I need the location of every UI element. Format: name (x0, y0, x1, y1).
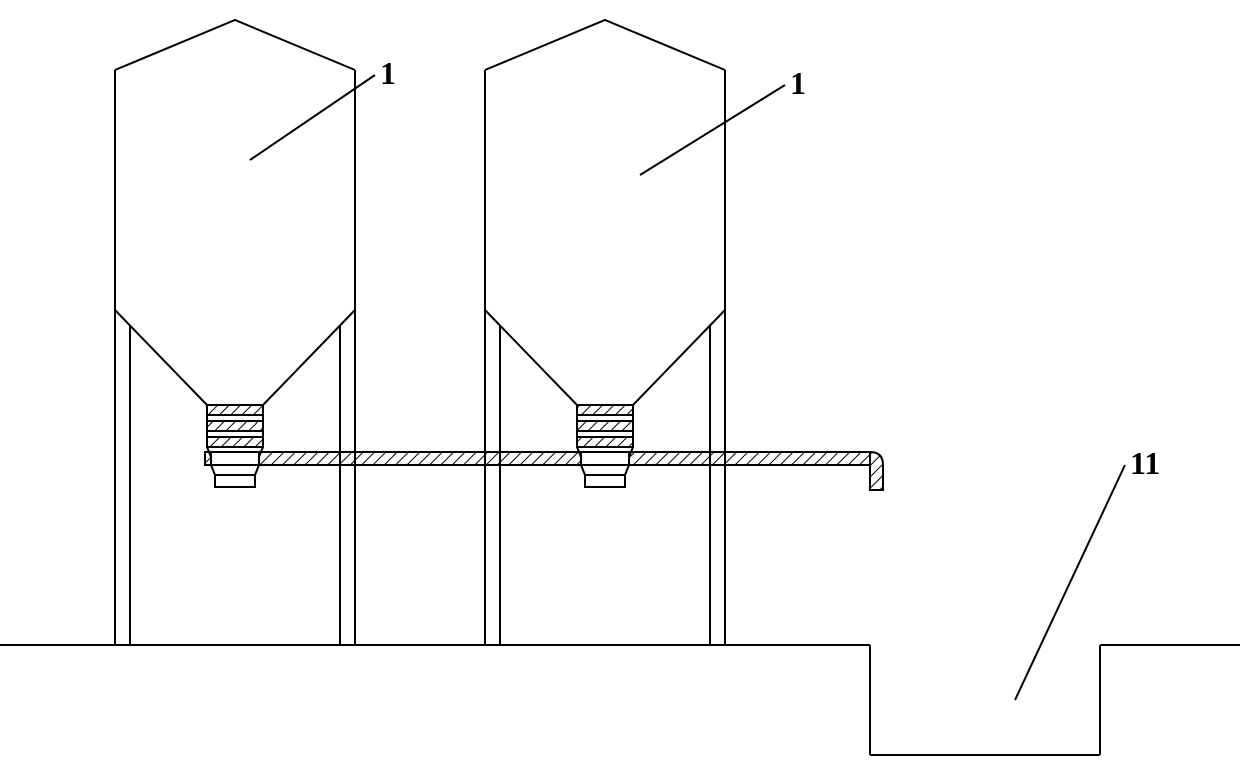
callout-label: 1 (790, 65, 806, 102)
diagram-root (0, 20, 1240, 755)
callout-label: 1 (380, 55, 396, 92)
diagram-canvas (0, 0, 1240, 775)
callout-label: 11 (1130, 445, 1160, 482)
